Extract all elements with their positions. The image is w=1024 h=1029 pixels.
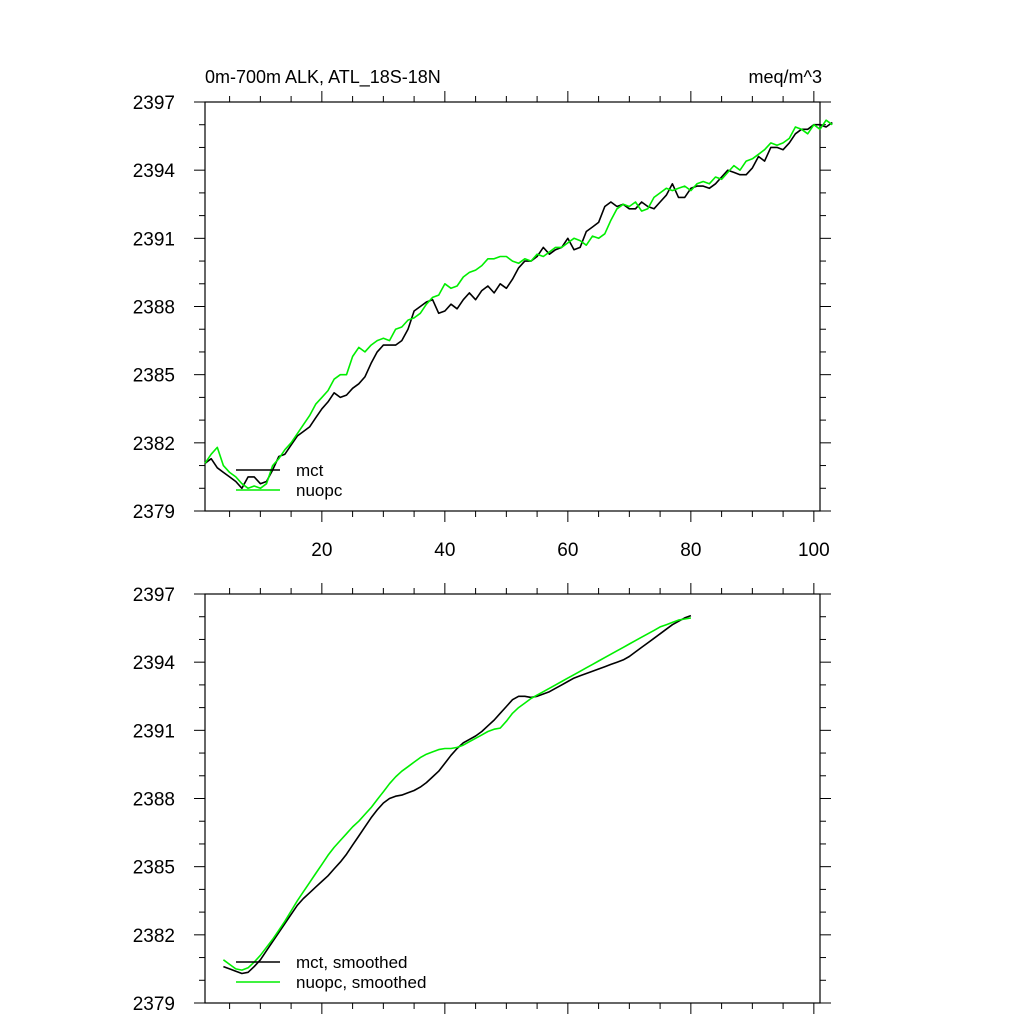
y-tick-label: 2382 — [133, 926, 175, 947]
plot-frame — [204, 101, 821, 512]
x-tick-label: 40 — [434, 540, 455, 561]
y-tick-label: 2394 — [133, 653, 176, 674]
y-tick-label: 2394 — [133, 161, 176, 182]
legend-label: nuopc, smoothed — [296, 973, 426, 992]
chart-units: meq/m^3 — [749, 67, 822, 87]
y-tick-label: 2391 — [133, 229, 175, 250]
chart-panel-1: 20 40 60 80 100 2379 2382 2385 2388 2391 2394 2397 0… — [133, 67, 833, 561]
y-tick-label: 2385 — [133, 366, 175, 387]
legend-label: mct, smoothed — [296, 953, 408, 972]
y-tick-label: 2382 — [133, 434, 175, 455]
y-tick-label: 2397 — [133, 93, 175, 114]
plot-frame — [204, 593, 821, 1004]
y-tick-label: 2385 — [133, 858, 175, 879]
y-tick-label: 2388 — [133, 790, 175, 811]
series-line-nuopc — [222, 617, 692, 971]
x-tick-label: 60 — [557, 540, 578, 561]
y-tick-label: 2397 — [133, 585, 175, 606]
x-tick-label: 20 — [311, 540, 332, 561]
y-tick-label: 2388 — [133, 298, 175, 319]
x-tick-label: 100 — [798, 540, 830, 561]
chart-panel-2: 2379 2382 2385 2388 2391 2394 2397 mct, smoothe… — [133, 583, 831, 1015]
legend-label: nuopc — [296, 481, 343, 500]
y-tick-label: 2379 — [133, 994, 175, 1015]
x-tick-label: 80 — [680, 540, 701, 561]
series-line-mct — [223, 614, 692, 975]
series-line-mct — [204, 121, 833, 490]
y-tick-label: 2391 — [133, 721, 175, 742]
chart-title: 0m-700m ALK, ATL_18S-18N — [205, 67, 441, 88]
series-line-nuopc — [204, 119, 833, 490]
legend-label: mct — [296, 461, 324, 480]
y-tick-label: 2379 — [133, 502, 175, 523]
